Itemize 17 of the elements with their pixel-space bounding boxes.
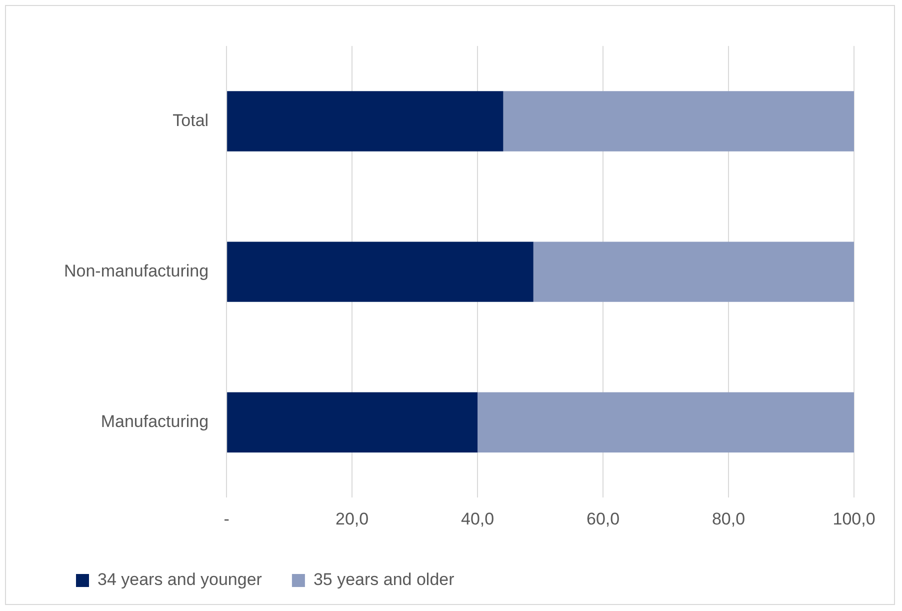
y-tick-label: Non-manufacturing bbox=[64, 261, 209, 280]
y-tick-label: Total bbox=[172, 110, 209, 130]
x-tick-label: 100,0 bbox=[832, 509, 876, 528]
bar bbox=[478, 392, 854, 452]
y-tick-label: Manufacturing bbox=[100, 412, 209, 432]
bar bbox=[503, 91, 854, 152]
x-tick-label: 20,0 bbox=[336, 509, 369, 528]
bar bbox=[533, 242, 854, 302]
bar bbox=[227, 242, 534, 302]
x-tick-label: 60,0 bbox=[586, 509, 620, 528]
x-tick-label: 80,0 bbox=[712, 509, 746, 528]
x-tick-label: - bbox=[224, 509, 230, 528]
x-tick-label: 40,0 bbox=[461, 509, 494, 528]
bar bbox=[227, 392, 478, 452]
legend-label: 35 years and older bbox=[313, 570, 455, 590]
legend-label: 34 years and younger bbox=[98, 570, 262, 590]
bar bbox=[227, 91, 504, 152]
